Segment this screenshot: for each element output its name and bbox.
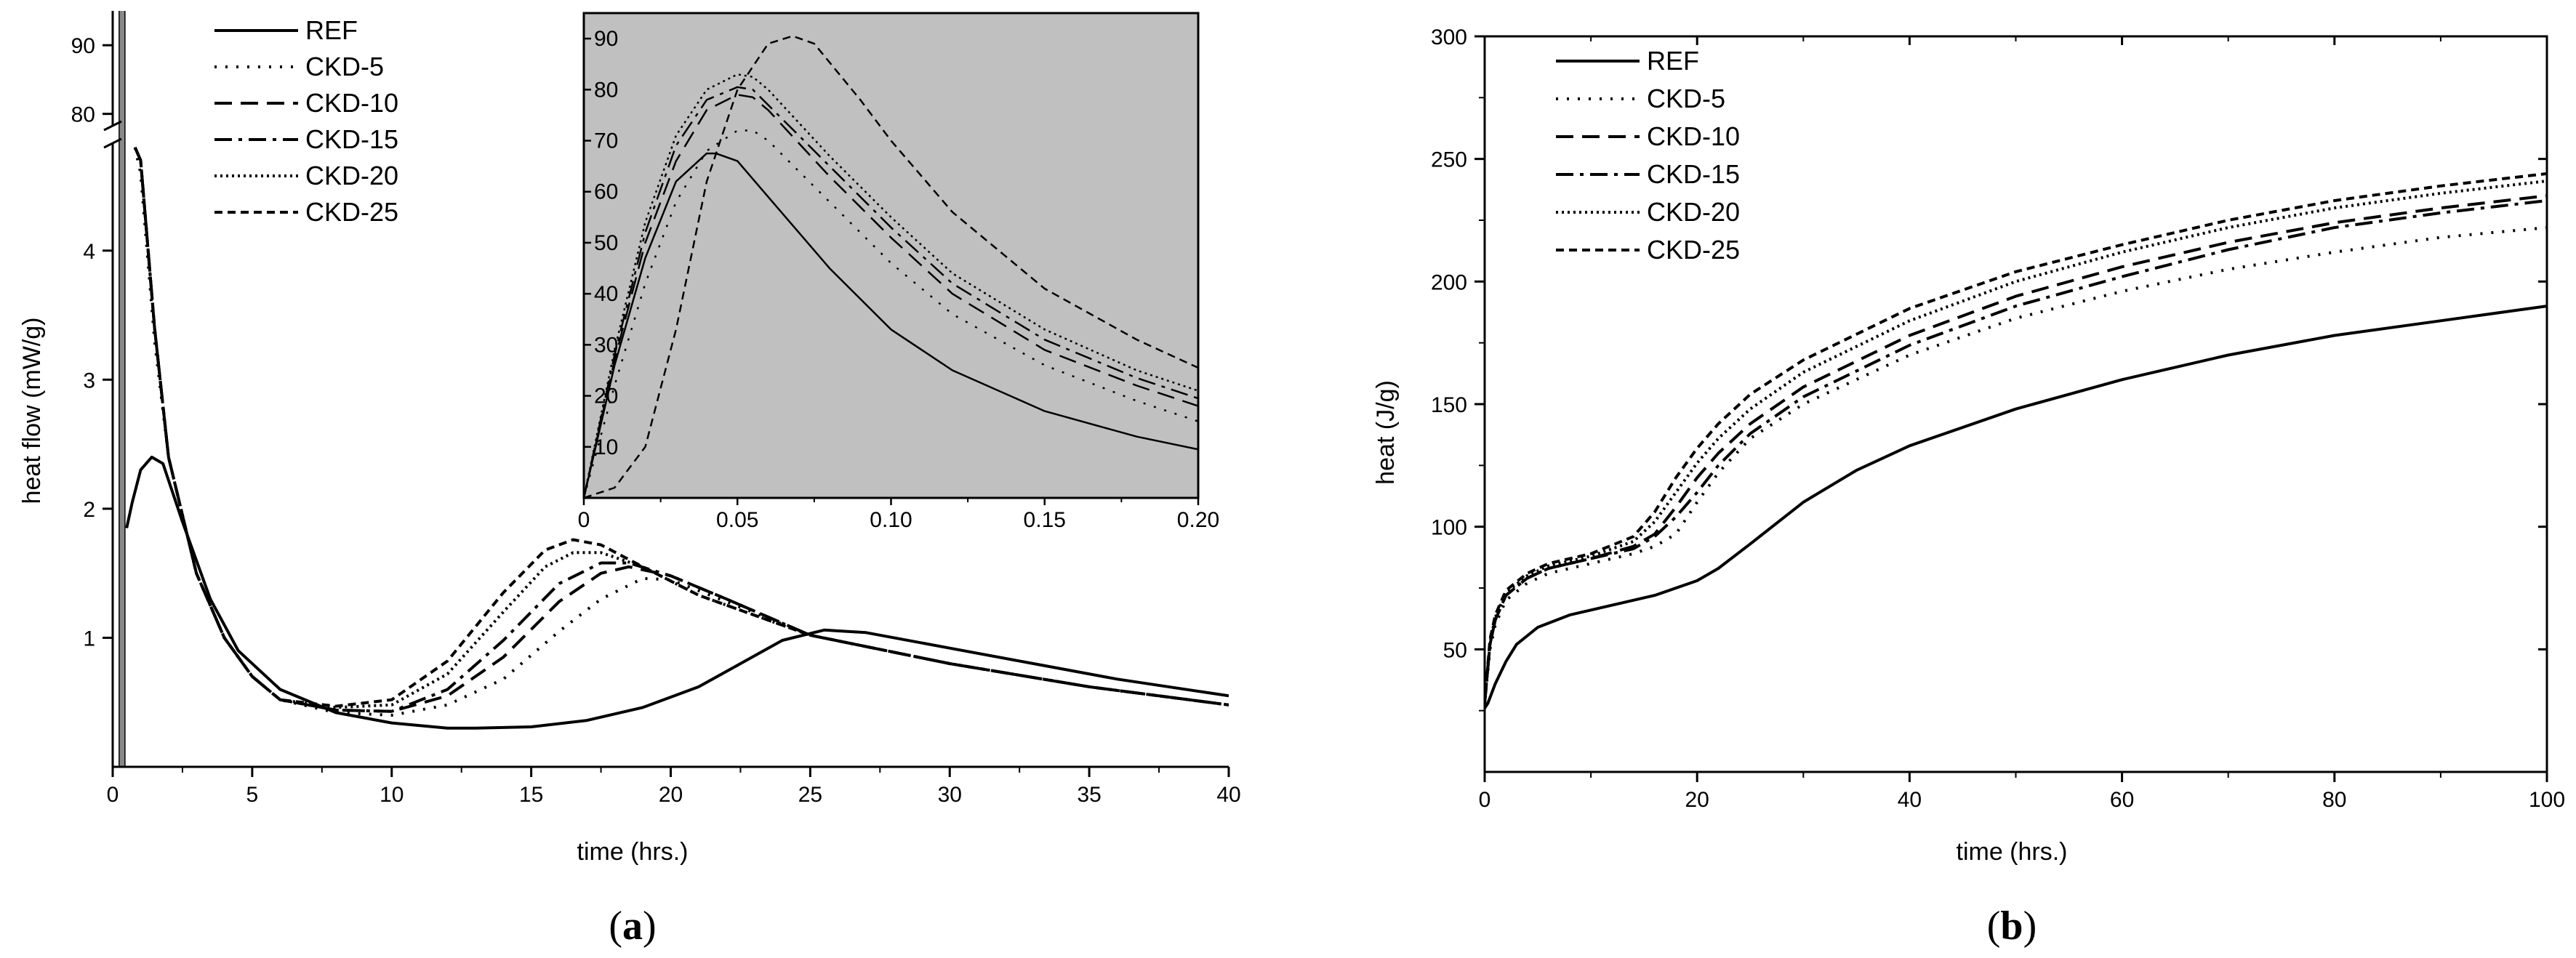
inset-ytick-label: 30 <box>594 333 618 357</box>
panel-b-ylabel: heat (J/g) <box>1372 380 1400 485</box>
panel-a-chart: 0 5 10 15 20 25 30 35 40 1 2 3 4 80 90 time (hrs.) hea… <box>18 11 1241 866</box>
panel-b-chart: 0 20 40 60 80 100 50 100 150 200 250 300 time (hrs.… <box>1372 25 2565 866</box>
panel-a-legend-label-ckd-25: CKD-25 <box>305 197 398 227</box>
panel-a-xtick-label: 35 <box>1077 783 1101 807</box>
inset-xtick-label: 0 <box>578 508 590 532</box>
panel-b-series-ckd-20 <box>1485 180 2547 704</box>
panel-a-ylabel: heat flow (mW/g) <box>18 318 46 504</box>
panel-b-series-ref <box>1485 305 2547 709</box>
inset-xtick-label: 0.15 <box>1024 508 1066 532</box>
inset-series-ckd-10 <box>584 94 1198 498</box>
panel-a-ytick-label-upper: 90 <box>71 34 95 58</box>
panel-b-label: (b) <box>1987 903 2037 949</box>
inset-ytick-label: 80 <box>594 78 618 102</box>
panel-a-series-ckd-15 <box>133 147 1229 713</box>
panel-b-xtick-label: 80 <box>2322 788 2346 812</box>
panel-b-series-ckd-15 <box>1485 199 2547 704</box>
panel-a-xtick-label: 40 <box>1216 783 1240 807</box>
panel-b-xlabel: time (hrs.) <box>1957 838 2068 866</box>
panel-a-ytick-label: 2 <box>83 498 95 522</box>
panel-b-ytick-label: 150 <box>1431 393 1467 417</box>
panel-a-series-ref <box>125 455 1229 730</box>
panel-a-initial-spike-fill <box>119 11 125 767</box>
panel-b-xtick-label: 100 <box>2529 788 2565 812</box>
panel-a-xlabel: time (hrs.) <box>577 838 689 866</box>
panel-a-legend-label-ref: REF <box>305 15 358 45</box>
panel-a-series-ckd-25 <box>133 147 1229 708</box>
panel-b-legend-label-ckd-10: CKD-10 <box>1647 121 1740 151</box>
inset-ytick-label: 70 <box>594 129 618 153</box>
panel-a-axis-break <box>103 120 122 149</box>
panel-b-xtick-label: 0 <box>1479 788 1491 812</box>
inset-series-ckd-25 <box>584 35 1198 498</box>
panel-b-ytick-label: 300 <box>1431 25 1467 49</box>
panel-b-legend: REF CKD-5 CKD-10 CKD-15 CKD-20 CKD-25 <box>1556 46 1740 265</box>
panel-a-legend-label-ckd-10: CKD-10 <box>305 88 398 118</box>
panel-a-axes: 0 5 10 15 20 25 30 35 40 1 2 3 4 80 90 <box>71 11 1241 807</box>
inset-ytick-label: 60 <box>594 180 618 204</box>
panel-a-ytick-label: 1 <box>83 627 95 651</box>
panel-b-ytick-label: 100 <box>1431 516 1467 540</box>
panel-a-xtick-label: 30 <box>938 783 962 807</box>
inset-series-ckd-20 <box>584 73 1198 498</box>
panel-b-series-ckd-25 <box>1485 172 2547 704</box>
panel-b-legend-label-ckd-15: CKD-15 <box>1647 159 1740 189</box>
panel-a-legend-label-ckd-20: CKD-20 <box>305 161 398 190</box>
panel-b-legend-label-ckd-5: CKD-5 <box>1647 84 1725 113</box>
panel-a-ytick-label: 3 <box>83 369 95 393</box>
inset-ytick-label: 20 <box>594 385 618 408</box>
panel-b-xtick-label: 60 <box>2110 788 2134 812</box>
panel-a-xtick-label: 10 <box>380 783 404 807</box>
inset-series-lines <box>584 35 1198 498</box>
panel-b-xtick-label: 20 <box>1685 788 1709 812</box>
panel-a-xtick-label: 25 <box>798 783 822 807</box>
panel-a-ytick-label: 4 <box>83 240 95 264</box>
panel-b-series-ckd-5 <box>1485 226 2547 704</box>
panel-b-legend-label-ckd-20: CKD-20 <box>1647 197 1740 227</box>
inset-axes: 0 0.05 0.10 0.15 0.20 10 20 30 40 50 60 70 80 90 <box>578 27 1220 532</box>
panel-b-axes: 0 20 40 60 80 100 50 100 150 200 250 300 <box>1431 25 2565 812</box>
inset-plot-area <box>582 12 1200 499</box>
panel-b-ytick-label: 50 <box>1443 638 1467 662</box>
inset-series-ref <box>584 152 1198 498</box>
panel-a-label: (a) <box>609 903 656 949</box>
panel-b-legend-label-ckd-25: CKD-25 <box>1647 235 1740 265</box>
panel-b-legend-label-ref: REF <box>1647 46 1699 76</box>
panel-a-series-lines <box>119 11 1229 767</box>
panel-b-series-ckd-10 <box>1485 194 2547 704</box>
inset-ytick-label: 90 <box>594 27 618 51</box>
panel-a-xtick-label: 20 <box>659 783 683 807</box>
panel-a-legend-label-ckd-15: CKD-15 <box>305 124 398 154</box>
panel-a-xtick-label: 15 <box>519 783 543 807</box>
inset-xtick-label: 0.10 <box>870 508 912 532</box>
inset-background <box>582 12 1200 499</box>
panel-a-xtick-label: 0 <box>107 783 119 807</box>
panel-a-series-ckd-20 <box>133 147 1229 709</box>
panel-a-legend: REF CKD-5 CKD-10 CKD-15 CKD-20 CKD-25 <box>214 15 398 227</box>
panel-a-xtick-label: 5 <box>246 783 259 807</box>
panel-b-ytick-label: 250 <box>1431 148 1467 172</box>
inset-xtick-label: 0.05 <box>716 508 758 532</box>
inset-ytick-label: 50 <box>594 231 618 255</box>
panel-b-xtick-label: 40 <box>1898 788 1922 812</box>
panel-b-ytick-label: 200 <box>1431 270 1467 294</box>
panel-a-ytick-label-upper: 80 <box>71 103 95 127</box>
inset-ytick-label: 10 <box>594 435 618 459</box>
inset-xtick-label: 0.20 <box>1177 508 1219 532</box>
panel-a-inset-chart: 0 0.05 0.10 0.15 0.20 10 20 30 40 50 60 70 80 90 <box>578 12 1220 532</box>
panel-b-series-lines <box>1485 172 2547 772</box>
inset-ytick-label: 40 <box>594 282 618 306</box>
inset-series-ckd-15 <box>584 86 1198 498</box>
panel-a-legend-label-ckd-5: CKD-5 <box>305 52 384 81</box>
